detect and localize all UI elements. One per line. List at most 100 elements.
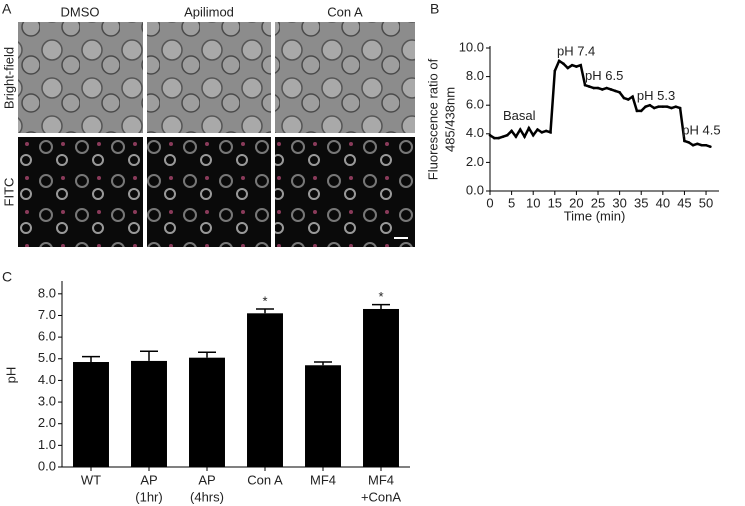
image: [18, 22, 143, 133]
error-bar: [140, 350, 158, 361]
y-tick-label: 4.0: [466, 125, 484, 140]
y-tick-label: 0.0: [38, 458, 56, 473]
image: [18, 137, 143, 247]
data-point: [566, 66, 570, 70]
data-point: [527, 126, 531, 130]
image: [147, 22, 271, 133]
panel-label: B: [430, 1, 439, 17]
data-point: [678, 106, 682, 110]
data-point: [618, 91, 621, 94]
y-tick-label: 0.0: [466, 182, 484, 197]
data-point: [501, 135, 505, 138]
data-point: [614, 89, 617, 93]
column-label: Apilimod: [184, 4, 234, 19]
annotation: Basal: [503, 108, 536, 123]
data-point: [592, 86, 595, 90]
data-point: [570, 63, 574, 67]
data-point: [518, 128, 522, 131]
data-point: [691, 143, 695, 147]
row-label: Bright-field: [1, 47, 16, 109]
x-tick-label: 10: [526, 195, 540, 210]
error-bar: [82, 355, 100, 363]
image: [275, 137, 415, 247]
x-tick-label: AP: [198, 472, 215, 487]
significance: *: [262, 293, 267, 308]
y-tick-label: 10.0: [459, 39, 484, 54]
y-tick-label: 8.0: [38, 285, 56, 300]
x-tick-label: WT: [81, 472, 101, 487]
data-point: [497, 136, 500, 140]
data-point: [523, 135, 526, 138]
column-label: DMSO: [61, 4, 100, 19]
x-tick-label: +ConA: [361, 489, 401, 504]
data-point: [687, 141, 691, 144]
data-point: [696, 142, 699, 146]
error-bar: [198, 351, 216, 358]
bar: [131, 360, 167, 467]
data-point: [622, 96, 626, 100]
data-point: [562, 62, 565, 66]
bar: [73, 362, 109, 467]
data-point: [505, 133, 509, 137]
data-point: [661, 105, 665, 108]
x-tick-label: MF4: [310, 472, 336, 487]
image: [147, 137, 271, 247]
data-point: [583, 83, 587, 87]
row-label: FITC: [1, 178, 16, 207]
data-point: [536, 128, 539, 131]
data-point: [665, 105, 669, 108]
x-axis-label: Time (min): [564, 208, 626, 223]
data-point: [657, 105, 660, 108]
y-tick-label: 2.0: [38, 415, 56, 430]
data-line: [489, 59, 711, 148]
x-tick-label: 15: [548, 195, 562, 210]
data-point: [639, 109, 643, 113]
data-point: [652, 106, 656, 110]
data-point: [488, 133, 492, 137]
y-tick-label: 2.0: [466, 154, 484, 169]
x-tick-label: 20: [569, 195, 583, 210]
data-point: [588, 85, 591, 88]
y-axis-label: pH: [3, 367, 18, 384]
x-tick-label: 40: [656, 195, 670, 210]
annotation: pH 5.3: [637, 88, 675, 103]
x-tick-label: 0: [486, 195, 493, 210]
annotation: pH 4.5: [682, 122, 720, 137]
data-point: [596, 86, 600, 90]
x-tick-label: (4hrs): [190, 489, 224, 504]
error-bar: [372, 303, 390, 309]
data-point: [510, 129, 513, 133]
data-point: [644, 105, 647, 108]
data-point: [626, 98, 630, 101]
y-axis-label: Fluorescence ratio of: [425, 58, 440, 180]
x-tick-label: (1hr): [135, 489, 162, 504]
data-point: [631, 95, 634, 98]
bar: [247, 313, 283, 467]
error-bar: [256, 308, 274, 314]
image: [275, 22, 415, 133]
bar: [363, 308, 399, 467]
x-tick-label: MF4: [368, 472, 394, 487]
data-point: [670, 106, 673, 110]
annotation: pH 7.4: [557, 44, 595, 59]
data-point: [704, 143, 708, 147]
data-point: [709, 145, 712, 148]
y-tick-label: 1.0: [38, 437, 56, 452]
data-point: [700, 143, 704, 147]
y-tick-label: 7.0: [38, 307, 56, 322]
y-tick-label: 8.0: [466, 68, 484, 83]
data-point: [493, 136, 496, 140]
y-tick-label: 4.0: [38, 372, 56, 387]
annotation: pH 6.5: [585, 68, 623, 83]
x-tick-label: 30: [612, 195, 626, 210]
panel-label: C: [2, 269, 12, 285]
data-point: [514, 135, 518, 138]
data-point: [601, 88, 604, 91]
panel-label: A: [2, 1, 12, 17]
y-tick-label: 3.0: [38, 393, 56, 408]
data-point: [648, 103, 652, 107]
x-tick-label: 25: [591, 195, 605, 210]
data-point: [609, 88, 613, 91]
x-tick-label: 5: [508, 195, 515, 210]
